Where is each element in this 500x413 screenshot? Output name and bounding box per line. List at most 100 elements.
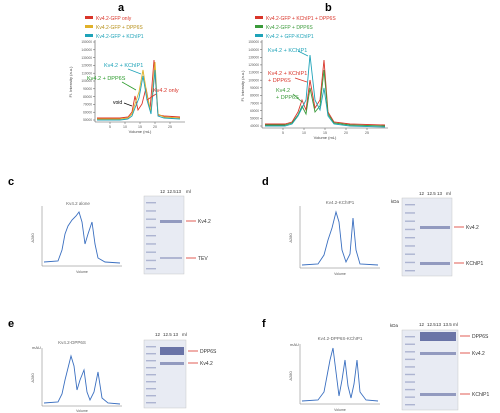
panel-a-trace-kchip xyxy=(97,69,181,121)
panel-e-y-unit: mAU xyxy=(32,345,41,350)
panel-f-ladder-band xyxy=(405,388,415,391)
panel-f-ladder-band xyxy=(405,343,415,345)
panel-b-y-tick-label: 120000 xyxy=(248,63,259,67)
legend-swatch-a-2 xyxy=(85,25,93,28)
panel-c-ladder-band xyxy=(146,210,156,212)
panel-c-ladder-band xyxy=(146,268,156,270)
panel-a-x-tick-label: 20 xyxy=(153,125,157,129)
panel-a-y-tick-label: 50000 xyxy=(83,118,92,122)
panel-b-trace-kchip xyxy=(265,54,386,128)
panel-f-y-label: A280 xyxy=(288,371,293,381)
panel-a-y-ticks: 150000 140000 130000 120000 110000 100000 9000… xyxy=(81,40,95,122)
panel-d-trace xyxy=(301,210,379,266)
panel-f-ladder-band xyxy=(405,358,415,361)
panel-d-band-kv42 xyxy=(420,226,450,229)
panel-e-lane-unit: ml xyxy=(182,332,187,337)
panel-c-y-label: A280 xyxy=(30,233,35,243)
panel-letter-c: c xyxy=(8,176,15,188)
panel-a-y-tick-label: 60000 xyxy=(83,110,92,114)
panel-c-ladder-band xyxy=(146,226,156,229)
panel-d-ladder-band xyxy=(405,245,415,247)
panel-d-ladder-band xyxy=(405,220,415,222)
panel-a-x-tick-label: 10 xyxy=(123,125,127,129)
panel-b-y-tick-label: 110000 xyxy=(249,71,260,75)
panel-e-gel-ladder xyxy=(146,346,156,404)
panel-a-x-label: Volume (mL) xyxy=(129,129,152,134)
panel-d-lane-2: 12.5 xyxy=(427,191,436,196)
panel-c-band-tev xyxy=(160,257,182,259)
panel-a-x-ticks: 5 10 15 20 25 xyxy=(109,122,172,129)
panel-b-y-label: Fl. Intensity (a.u.) xyxy=(240,70,245,102)
panel-letter-d: d xyxy=(262,176,269,188)
panel-b-y-tick-label: 90000 xyxy=(250,86,259,90)
legend-swatch-a-1 xyxy=(85,16,93,19)
panel-e-band-kv42 xyxy=(160,362,184,365)
panel-f-lane-unit: ml xyxy=(453,322,458,327)
panel-d-x-label: Volume xyxy=(334,272,346,276)
legend-swatch-b-1 xyxy=(255,16,263,19)
panel-d-label-kchip: KChIP1 xyxy=(466,261,483,267)
panel-e-trace-title: Kv4.2-DPP6S xyxy=(58,340,86,345)
panel-d-kda: kDa xyxy=(391,199,399,204)
panel-b-x-label: Volume (mL) xyxy=(314,135,337,140)
panel-d-lane-unit: ml xyxy=(446,191,451,196)
panel-e-ladder-band xyxy=(146,402,156,404)
panel-a-legend: Kv4.2-GFP only Kv4.2-GFP + DPP6S Kv4.2-G… xyxy=(85,16,144,40)
panel-f-band-kv42 xyxy=(420,352,456,355)
panel-b-arrow-kchip xyxy=(297,50,309,57)
panel-b-x-tick-label: 20 xyxy=(344,131,348,135)
panel-a-y-tick-label: 120000 xyxy=(81,64,92,68)
panel-c-lane-unit: ml xyxy=(186,189,191,194)
legend-label-a-3: Kv4.2-GFP + KChIP1 xyxy=(96,34,144,40)
panel-c-ladder-band xyxy=(146,202,156,204)
panel-d-lane-3: 13 xyxy=(437,191,443,196)
panel-f-lane-1: 12 xyxy=(419,322,425,327)
panel-b-y-tick-label: 130000 xyxy=(248,55,259,59)
legend-label-b-3: Kv4.2 + GFP-KChIP1 xyxy=(266,34,314,40)
panel-f-trace xyxy=(301,347,379,402)
panel-f-lane-4: 13.5 xyxy=(443,322,452,327)
panel-a-arrow-dpp6s xyxy=(121,81,137,91)
panel-b-y-tick-label: 70000 xyxy=(250,101,259,105)
panel-a-y-tick-label: 140000 xyxy=(81,48,92,52)
panel-d-ladder-band xyxy=(405,204,415,206)
panel-a-anno-kchip: Kv4.2 + KChIP1 xyxy=(104,63,143,69)
panel-e-ladder-band xyxy=(146,395,156,397)
panel-c-ladder-band xyxy=(146,243,156,245)
panel-f-ladder-band xyxy=(405,336,415,338)
panel-e-ladder-band xyxy=(146,346,156,348)
panel-e-trace xyxy=(43,354,121,405)
legend-label-a-2: Kv4.2-GFP + DPP6S xyxy=(96,25,143,31)
panel-a-anno-void: void xyxy=(113,100,122,106)
panel-f-kda: kDa xyxy=(390,323,398,328)
panel-e-ladder-band xyxy=(146,360,156,362)
panel-c-x-label: Volume xyxy=(76,270,88,274)
panel-c-lane-2: 12.5 xyxy=(167,189,176,194)
panel-c-ladder-band xyxy=(146,251,156,253)
panel-f-ladder-band xyxy=(405,381,415,383)
panel-f-ladder-band xyxy=(405,351,415,353)
panel-c-lane-3: 13 xyxy=(176,189,182,194)
panel-c-label-tev: TEV xyxy=(198,256,208,262)
panel-b-anno-dpp-2: + DPP6S xyxy=(276,95,299,101)
panel-letter-b: b xyxy=(325,2,332,14)
panel-d-y-label: A280 xyxy=(288,233,293,243)
panel-a-anno-dpp6s: Kv4.2 + DPP6S xyxy=(87,76,126,82)
panel-d-ladder-band xyxy=(405,270,415,272)
panel-c-ladder-band xyxy=(146,259,156,262)
panel-b-legend: Kv4.2-GFP + KChIP1 + DPP6S Kv4.2-GFP + D… xyxy=(255,16,336,40)
panel-b-y-tick-label: 150000 xyxy=(248,40,259,44)
panel-d-ladder-band xyxy=(405,261,415,264)
panel-f-lane-3: 13 xyxy=(436,322,442,327)
panel-letter-f: f xyxy=(262,318,266,330)
panel-e-ladder-band xyxy=(146,388,156,390)
panel-a-anno-only: Kv4.2 only xyxy=(153,88,179,94)
panel-b-x-tick-label: 10 xyxy=(302,131,306,135)
panel-e-label-kv42: Kv4.2 xyxy=(200,361,213,367)
legend-swatch-a-3 xyxy=(85,34,93,37)
